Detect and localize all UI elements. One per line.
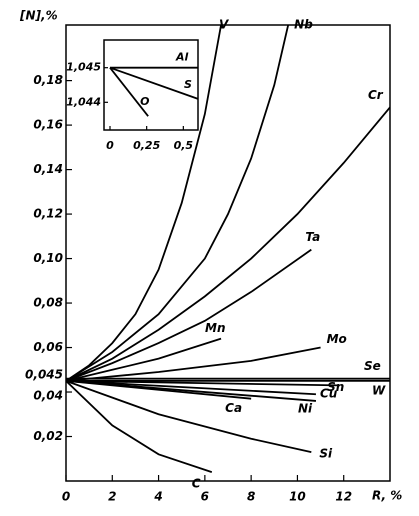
frame [103, 39, 199, 131]
x-tick-label: 2 [108, 490, 116, 504]
x-tick-label: 0,5 [174, 139, 194, 152]
series-label: Si [319, 447, 333, 461]
y-tick-label: 1,045 [66, 61, 101, 74]
series-label: Ni [298, 401, 313, 415]
series-label: Ca [225, 401, 242, 415]
series-label: Al [175, 51, 189, 64]
y-axis-label: [N],% [19, 9, 58, 23]
y-tick-label: 0,06 [33, 340, 63, 354]
x-tick-label: 0,25 [133, 139, 160, 152]
series-line [66, 380, 316, 396]
x-tick-label: 12 [335, 490, 352, 504]
x-tick-label: 10 [289, 490, 306, 504]
series-label: Mn [205, 321, 225, 335]
series-line [109, 67, 149, 117]
series-label: C [192, 477, 201, 491]
x-tick-label: 4 [153, 490, 162, 504]
series-label: S [184, 78, 192, 91]
series-line [109, 66, 199, 100]
series-line [66, 346, 321, 382]
y-tick-label: 0,02 [33, 429, 63, 443]
y-tick-label: 0,18 [33, 73, 63, 87]
series-line [66, 380, 213, 473]
y-tick-label: 1,044 [66, 95, 101, 108]
series-label: Mo [327, 332, 347, 346]
series-label: Cu [320, 387, 338, 401]
series-line [66, 248, 312, 382]
series-label: Sn [327, 380, 344, 394]
series-label: W [372, 383, 386, 397]
y-tick-label: 0,045 [25, 367, 63, 381]
x-tick-label: 8 [247, 490, 255, 504]
series-line [66, 337, 222, 382]
x-tick-label: 0 [62, 490, 70, 504]
series-label: Ta [305, 230, 320, 244]
y-tick-label: 0,16 [33, 118, 63, 132]
series-label: O [140, 95, 149, 108]
series-line [66, 106, 390, 382]
y-tick-label: 0,08 [33, 296, 63, 310]
x-tick-label: 6 [201, 490, 209, 504]
series-line [66, 380, 312, 453]
series-line [66, 380, 252, 400]
series-label: Nb [294, 18, 313, 32]
x-axis-label: R, % [372, 489, 402, 503]
x-tick-label: 0 [106, 139, 114, 152]
series-label: Cr [368, 88, 384, 102]
y-tick-label: 0,12 [33, 207, 63, 221]
series-label: Se [364, 359, 381, 373]
y-tick-label: 0,10 [33, 251, 63, 265]
y-tick-label: 0,14 [33, 162, 63, 176]
y-tick-label: 0,04 [33, 389, 63, 403]
frame [65, 24, 391, 482]
series-line [66, 380, 340, 387]
series-line [66, 25, 222, 382]
series-label: V [219, 18, 230, 32]
series-line [66, 25, 290, 382]
